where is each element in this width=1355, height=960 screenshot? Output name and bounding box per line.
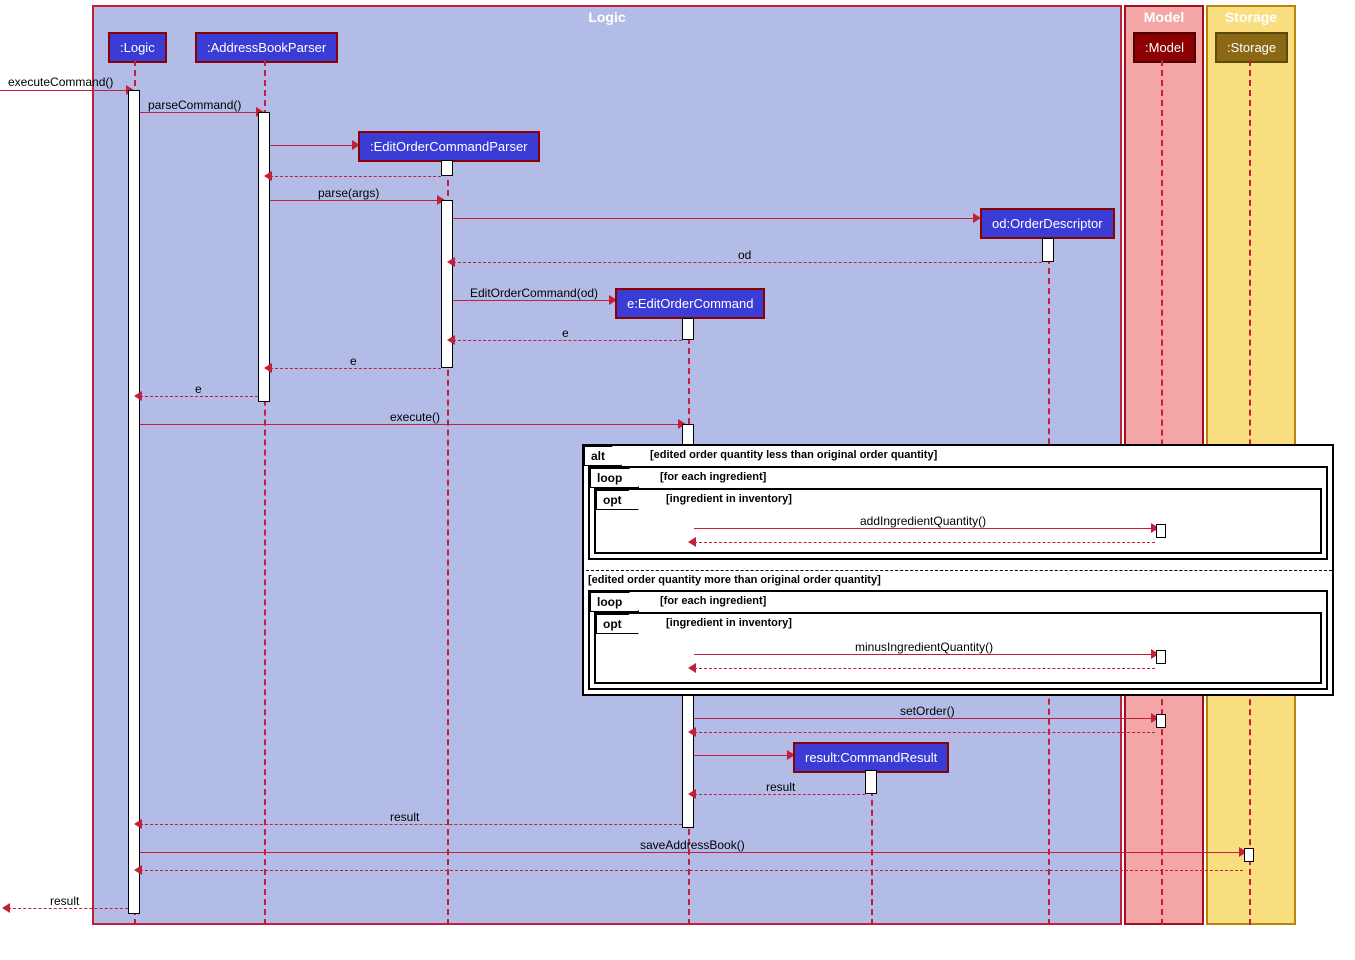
arrowhead: [264, 171, 272, 181]
frag-alt-guard2: [edited order quantity more than origina…: [588, 574, 881, 586]
arrow-addingredient: [694, 528, 1155, 529]
arrowhead: [134, 865, 142, 875]
frag-loop2-label: loop: [590, 592, 639, 612]
activation-eocp1: [441, 160, 453, 176]
msg-parsecommand: parseCommand(): [148, 98, 241, 112]
arrow-e-return3: [140, 396, 258, 397]
frag-alt-guard1: [edited order quantity less than origina…: [650, 449, 937, 461]
arrowhead: [688, 789, 696, 799]
frag-loop2-guard: [for each ingredient]: [660, 595, 766, 607]
arrowhead: [447, 257, 455, 267]
frag-opt2-label: opt: [596, 614, 639, 634]
arrowhead: [2, 903, 10, 913]
activation-storage: [1244, 848, 1254, 862]
region-model-title: Model: [1144, 9, 1184, 25]
arrow-result-return1: [694, 794, 865, 795]
arrowhead: [134, 819, 142, 829]
frag-opt1-guard: [ingredient in inventory]: [666, 493, 792, 505]
arrow-eoc-return1: [453, 340, 682, 341]
participant-od: od:OrderDescriptor: [980, 208, 1115, 239]
frag-alt-label: alt: [584, 446, 622, 466]
arrowhead: [688, 727, 696, 737]
activation-od: [1042, 238, 1054, 262]
arrowhead: [264, 363, 272, 373]
arrow-parseargs: [270, 200, 441, 201]
msg-addingredient: addIngredientQuantity(): [860, 514, 986, 528]
region-storage-title: Storage: [1225, 9, 1277, 25]
frag-loop1-guard: [for each ingredient]: [660, 471, 766, 483]
msg-e2: e: [350, 354, 357, 368]
arrow-e-return2: [270, 368, 441, 369]
arrow-setorder: [694, 718, 1155, 719]
arrow-minusingredient: [694, 654, 1155, 655]
arrowhead: [688, 537, 696, 547]
arrow-create-eocp: [270, 145, 356, 146]
msg-od-return: od: [738, 248, 751, 262]
msg-execute: execute(): [390, 410, 440, 424]
arrow-saveaddressbook-return: [140, 870, 1243, 871]
arrow-parsecommand: [140, 112, 258, 113]
msg-e1: e: [562, 326, 569, 340]
arrow-create-od: [453, 218, 978, 219]
activation-eoc1: [682, 318, 694, 340]
msg-executecommand: executeCommand(): [8, 75, 113, 89]
participant-storage: :Storage: [1215, 32, 1288, 63]
region-logic-title: Logic: [588, 9, 625, 25]
participant-eocp: :EditOrderCommandParser: [358, 131, 540, 162]
arrow-minusingredient-return: [694, 668, 1155, 669]
arrow-executecommand: [0, 90, 128, 91]
msg-minusingredient: minusIngredientQuantity(): [855, 640, 993, 654]
arrow-result-return2: [140, 824, 682, 825]
participant-result: result:CommandResult: [793, 742, 949, 773]
participant-parser: :AddressBookParser: [195, 32, 338, 63]
arrow-setorder-return: [694, 732, 1155, 733]
alt-separator: [586, 570, 1332, 571]
activation-parser: [258, 112, 270, 402]
msg-saveaddressbook: saveAddressBook(): [640, 838, 745, 852]
participant-model: :Model: [1133, 32, 1196, 63]
msg-result1: result: [766, 780, 795, 794]
frag-loop1-label: loop: [590, 468, 639, 488]
activation-result: [865, 770, 877, 794]
arrowhead: [134, 391, 142, 401]
arrow-eocp-return1: [270, 176, 441, 177]
msg-result3: result: [50, 894, 79, 908]
frag-opt2-guard: [ingredient in inventory]: [666, 617, 792, 629]
arrow-addingredient-return: [694, 542, 1155, 543]
activation-model3: [1156, 714, 1166, 728]
participant-logic: :Logic: [108, 32, 167, 63]
activation-model2: [1156, 650, 1166, 664]
arrow-od-return: [453, 262, 1042, 263]
frag-opt1-label: opt: [596, 490, 639, 510]
activation-model1: [1156, 524, 1166, 538]
arrowhead: [688, 663, 696, 673]
arrow-final-result: [8, 908, 128, 909]
arrow-saveaddressbook: [140, 852, 1243, 853]
msg-result2: result: [390, 810, 419, 824]
msg-e3: e: [195, 382, 202, 396]
activation-logic: [128, 90, 140, 914]
msg-parseargs: parse(args): [318, 186, 379, 200]
msg-setorder: setOrder(): [900, 704, 955, 718]
arrowhead: [447, 335, 455, 345]
participant-eoc: e:EditOrderCommand: [615, 288, 765, 319]
arrow-create-eoc: [453, 300, 613, 301]
arrow-execute: [140, 424, 682, 425]
arrow-create-result: [694, 755, 791, 756]
msg-editordercmd: EditOrderCommand(od): [470, 286, 598, 300]
